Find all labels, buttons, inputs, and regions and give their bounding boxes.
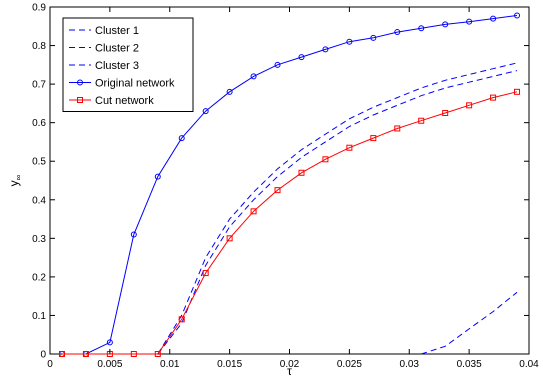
x-tick-label: 0.04 bbox=[519, 359, 539, 370]
y-axis-label-main: y bbox=[7, 180, 21, 186]
y-axis-label-subscript: ∞ bbox=[14, 174, 23, 180]
data-point-cut-network bbox=[442, 110, 449, 117]
x-tick-label: 0.015 bbox=[217, 359, 242, 370]
data-point-original-network bbox=[394, 29, 401, 36]
y-tick-label: 0.7 bbox=[32, 80, 46, 91]
legend-item-cluster-1: Cluster 1 bbox=[69, 25, 139, 37]
data-point-cut-network bbox=[418, 117, 425, 124]
legend-marker bbox=[77, 79, 83, 86]
x-tick-label: 0.025 bbox=[337, 359, 362, 370]
y-tick-label: 0 bbox=[40, 350, 46, 361]
data-point-original-network bbox=[106, 339, 113, 346]
data-point-cut-network bbox=[346, 144, 353, 151]
data-point-cut-network bbox=[154, 351, 161, 357]
data-point-original-network bbox=[322, 46, 329, 53]
x-axis-label: τ bbox=[287, 364, 292, 378]
legend-label: Cluster 1 bbox=[95, 25, 139, 37]
y-tick-label: 0.4 bbox=[32, 195, 46, 206]
series-cluster-2 bbox=[157, 62, 518, 355]
series-cut-network bbox=[58, 88, 521, 357]
x-tick-label: 0.01 bbox=[160, 359, 180, 370]
legend-item-original-network: Original network bbox=[69, 78, 175, 90]
y-tick-label: 0.2 bbox=[32, 272, 46, 283]
data-point-cut-network bbox=[202, 270, 209, 277]
series-line-cluster-3 bbox=[157, 70, 518, 355]
data-point-cut-network bbox=[490, 94, 497, 101]
data-point-cut-network bbox=[274, 187, 281, 194]
data-point-original-network bbox=[250, 73, 257, 80]
y-tick-label: 0.5 bbox=[32, 157, 46, 168]
data-point-original-network bbox=[226, 88, 233, 95]
legend-marker bbox=[77, 97, 83, 103]
data-point-cut-network bbox=[58, 351, 65, 357]
series-layer bbox=[58, 12, 521, 357]
legend-label: Original network bbox=[95, 78, 175, 90]
legend-label: Cluster 2 bbox=[95, 43, 139, 55]
data-point-cut-network bbox=[322, 156, 329, 163]
data-point-original-network bbox=[346, 38, 353, 45]
y-tick-label: 0.1 bbox=[32, 311, 46, 322]
legend-label: Cut network bbox=[95, 95, 154, 107]
data-point-original-network bbox=[490, 15, 497, 22]
data-point-original-network bbox=[418, 25, 425, 32]
series-cluster-3 bbox=[157, 70, 518, 355]
data-point-original-network bbox=[514, 12, 521, 19]
x-tick-label: 0.005 bbox=[97, 359, 122, 370]
series-line-cut-network bbox=[62, 91, 518, 355]
legend: Cluster 1 Cluster 2 Cluster 3 Original netw… bbox=[62, 17, 194, 112]
y-axis-label: y∞ bbox=[7, 174, 23, 186]
legend-label: Cluster 3 bbox=[95, 60, 139, 72]
legend-item-cut-network: Cut network bbox=[69, 95, 154, 107]
data-point-original-network bbox=[274, 61, 281, 68]
x-tick-label: 0.035 bbox=[457, 359, 482, 370]
x-tick-label: 0.02 bbox=[280, 359, 300, 370]
data-point-cut-network bbox=[394, 125, 401, 132]
data-point-cut-network bbox=[130, 351, 137, 357]
y-tick-label: 0.6 bbox=[32, 118, 46, 129]
data-point-cut-network bbox=[178, 316, 185, 323]
x-tick-label: 0 bbox=[47, 359, 53, 370]
data-point-original-network bbox=[130, 231, 137, 238]
data-point-cut-network bbox=[466, 102, 473, 109]
series-line-original-network bbox=[62, 15, 518, 355]
data-point-original-network bbox=[466, 18, 473, 25]
data-point-cut-network bbox=[514, 88, 521, 95]
data-point-original-network bbox=[298, 54, 305, 61]
x-tick-label: 0.03 bbox=[400, 359, 420, 370]
y-tick-label: 0.8 bbox=[32, 41, 46, 52]
data-point-original-network bbox=[154, 173, 161, 180]
series-line-cluster-2 bbox=[157, 62, 518, 355]
data-point-cut-network bbox=[226, 235, 233, 242]
data-point-original-network bbox=[202, 108, 209, 115]
legend-item-cluster-2: Cluster 2 bbox=[69, 43, 139, 55]
legend-item-cluster-3: Cluster 3 bbox=[69, 60, 139, 72]
y-tick-label: 0.9 bbox=[32, 3, 46, 14]
data-point-cut-network bbox=[298, 169, 305, 176]
data-point-original-network bbox=[178, 135, 185, 142]
series-line-cluster-1 bbox=[421, 291, 518, 355]
data-point-original-network bbox=[370, 34, 377, 41]
data-point-cut-network bbox=[370, 135, 377, 142]
series-cluster-1 bbox=[421, 291, 518, 355]
y-tick-label: 0.3 bbox=[32, 234, 46, 245]
data-point-original-network bbox=[442, 21, 449, 28]
data-point-cut-network bbox=[250, 208, 257, 215]
axes-layer: 0 0.005 0.01 0.015 0.02 0.025 0.03 0.035 0.04 0 0.… bbox=[32, 3, 539, 371]
data-point-cut-network bbox=[82, 351, 89, 357]
